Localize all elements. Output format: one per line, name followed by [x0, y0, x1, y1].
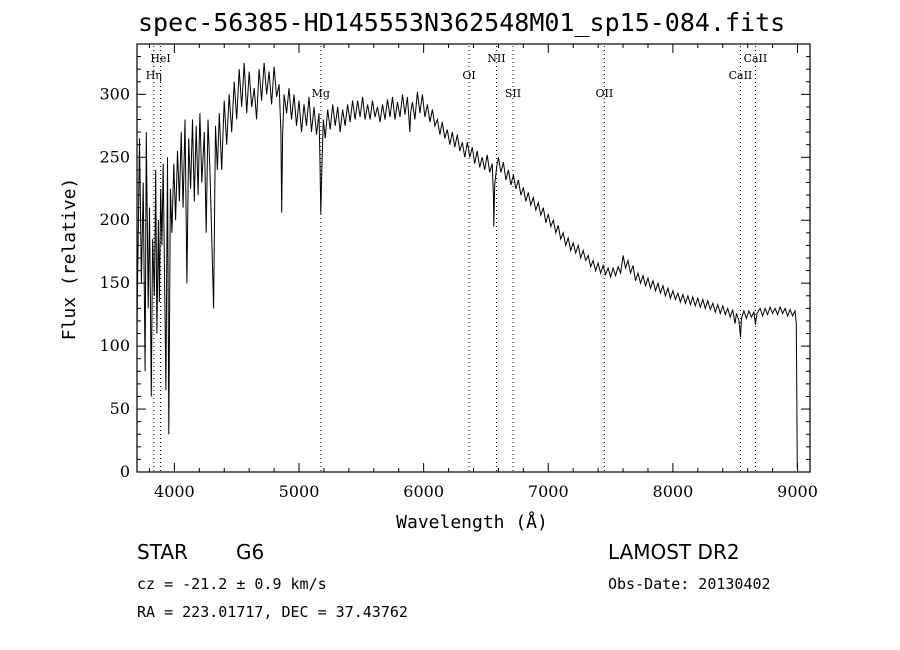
marker-label: HeI	[150, 52, 170, 65]
marker-label: NII	[487, 52, 505, 65]
x-tick-label: 6000	[403, 482, 444, 501]
chart-title: spec-56385-HD145553N362548M01_sp15-084.f…	[138, 8, 786, 37]
marker-label: SII	[505, 87, 521, 100]
plot-frame	[136, 43, 811, 473]
x-tick-label: 7000	[528, 482, 569, 501]
x-tick-label: 9000	[777, 482, 818, 501]
obs-date-text: Obs-Date: 20130402	[608, 575, 771, 593]
spectrum-line	[136, 62, 798, 469]
y-tick-label: 300	[99, 84, 130, 103]
y-tick-label: 250	[99, 147, 130, 166]
survey-name: LAMOST DR2	[608, 540, 740, 564]
y-axis-label: Flux (relative)	[59, 178, 80, 341]
y-tick-label: 200	[99, 210, 130, 229]
marker-label: CaII	[729, 69, 753, 82]
x-tick-label: 5000	[279, 482, 320, 501]
marker-label: CaII	[744, 52, 768, 65]
axis-ticks: 4000 5000 6000 7000 8000 9000 0 50 100 150 200 250 3…	[99, 44, 818, 501]
y-tick-label: 150	[99, 273, 130, 292]
redshift-text: cz = -21.2 ± 0.9 km/s	[137, 575, 327, 593]
x-tick-label: 4000	[154, 482, 195, 501]
y-tick-label: 50	[110, 399, 130, 418]
marker-label: OI	[462, 69, 475, 82]
marker-label: Hη	[146, 69, 162, 82]
marker-label: OII	[596, 87, 614, 100]
coordinates-text: RA = 223.01717, DEC = 37.43762	[137, 603, 408, 621]
object-subclass: G6	[236, 540, 265, 564]
line-markers: Hη HeI Mg OI NII SII OII CaII CaII	[146, 46, 768, 472]
x-axis-label: Wavelength (Å)	[396, 511, 548, 533]
y-tick-label: 0	[120, 462, 130, 481]
y-tick-label: 100	[99, 336, 130, 355]
object-class: STAR	[137, 540, 188, 564]
marker-label: Mg	[312, 87, 330, 100]
x-tick-label: 8000	[653, 482, 694, 501]
